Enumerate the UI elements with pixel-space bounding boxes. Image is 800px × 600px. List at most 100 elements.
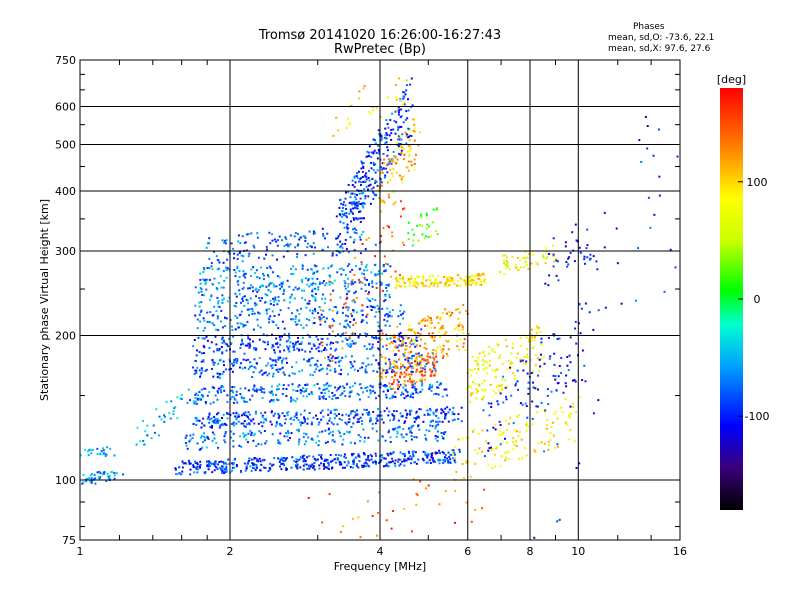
data-point: [347, 460, 350, 463]
data-point: [211, 314, 214, 317]
data-point: [484, 440, 487, 443]
data-point: [470, 274, 473, 277]
data-point: [404, 131, 407, 134]
data-point: [413, 354, 416, 357]
data-point: [353, 175, 356, 178]
data-point: [352, 410, 354, 413]
data-point: [217, 411, 220, 414]
data-point: [258, 277, 261, 280]
data-point: [225, 470, 228, 473]
data-point: [390, 370, 393, 373]
data-point: [408, 278, 411, 281]
data-point: [569, 361, 572, 364]
data-point: [370, 271, 373, 274]
data-point: [250, 458, 253, 461]
data-point: [478, 384, 481, 387]
data-point: [408, 357, 411, 359]
data-point: [592, 412, 595, 415]
data-point: [287, 339, 290, 342]
data-point: [198, 419, 201, 422]
data-point: [371, 336, 374, 338]
data-point: [345, 413, 348, 416]
data-point: [208, 413, 211, 416]
data-point: [474, 508, 477, 511]
data-point: [398, 174, 401, 177]
data-point: [352, 282, 355, 285]
data-point: [347, 462, 350, 465]
data-point: [287, 245, 290, 248]
data-point: [336, 312, 339, 315]
data-point: [383, 457, 386, 460]
data-point: [586, 256, 589, 259]
data-point: [430, 322, 433, 325]
data-point: [354, 410, 357, 413]
data-point: [448, 456, 451, 458]
data-point: [299, 392, 302, 394]
data-point: [443, 333, 446, 336]
data-point: [249, 361, 252, 364]
data-point: [293, 348, 296, 351]
data-point: [358, 217, 360, 220]
data-point: [403, 452, 406, 455]
data-point: [516, 256, 519, 259]
data-point: [444, 412, 447, 415]
data-point: [375, 397, 377, 400]
data-point: [383, 158, 385, 161]
data-point: [389, 265, 392, 268]
data-point: [203, 432, 205, 435]
data-point: [196, 442, 199, 445]
data-point: [235, 465, 238, 468]
data-point: [379, 381, 382, 384]
data-point: [233, 257, 235, 260]
data-point: [355, 321, 357, 324]
data-point: [301, 348, 304, 351]
data-point: [341, 247, 344, 250]
data-point: [490, 449, 493, 452]
data-point: [324, 383, 327, 386]
data-point: [382, 167, 385, 170]
data-point: [339, 233, 342, 236]
data-point: [477, 273, 479, 276]
data-point: [436, 207, 438, 210]
data-point: [208, 237, 211, 240]
data-point: [415, 358, 418, 361]
data-point: [317, 312, 320, 315]
data-point: [329, 417, 331, 420]
data-point: [420, 282, 423, 285]
data-point: [371, 385, 374, 388]
data-point: [425, 454, 428, 457]
data-point: [204, 402, 207, 405]
data-point: [375, 455, 377, 457]
data-point: [209, 311, 212, 314]
data-point: [343, 303, 346, 306]
data-point: [584, 380, 587, 383]
data-point: [350, 282, 353, 285]
data-point: [512, 422, 515, 425]
data-point: [349, 412, 352, 415]
data-point: [426, 409, 429, 412]
data-point: [359, 536, 362, 539]
data-point: [372, 109, 375, 111]
data-point: [405, 369, 408, 372]
data-point: [350, 390, 353, 393]
data-point: [397, 109, 400, 112]
data-point: [389, 441, 392, 443]
data-point: [435, 361, 438, 364]
data-point: [353, 292, 356, 295]
data-point: [410, 373, 413, 376]
data-point: [400, 394, 403, 396]
data-point: [403, 103, 406, 106]
data-point: [318, 397, 321, 400]
data-point: [418, 428, 421, 431]
data-point: [415, 503, 418, 506]
data-point: [527, 253, 530, 255]
data-point: [300, 289, 303, 292]
data-point: [339, 385, 342, 388]
data-point: [649, 226, 652, 229]
data-point: [141, 420, 144, 423]
data-point: [239, 387, 242, 390]
data-point: [234, 399, 237, 401]
data-point: [429, 368, 431, 371]
data-point: [319, 411, 322, 414]
data-point: [410, 438, 413, 441]
